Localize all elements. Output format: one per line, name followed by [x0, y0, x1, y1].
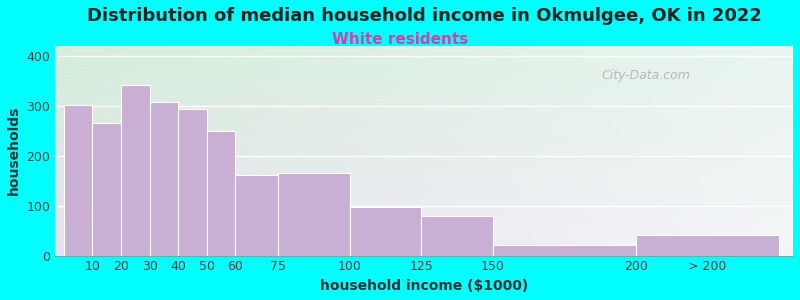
Bar	[278, 173, 350, 256]
Bar	[636, 235, 778, 256]
Bar	[350, 207, 422, 256]
Bar	[422, 216, 493, 256]
Bar	[150, 102, 178, 256]
Bar	[493, 245, 636, 256]
X-axis label: household income ($1000): household income ($1000)	[320, 279, 528, 293]
Bar	[64, 105, 93, 256]
Y-axis label: households: households	[7, 106, 21, 196]
Bar	[93, 123, 121, 256]
Bar	[207, 131, 235, 256]
Text: White residents: White residents	[332, 32, 468, 46]
Text: City-Data.com: City-Data.com	[601, 69, 690, 82]
Title: Distribution of median household income in Okmulgee, OK in 2022: Distribution of median household income …	[86, 7, 762, 25]
Bar	[235, 175, 278, 256]
Bar	[121, 85, 150, 256]
Bar	[178, 110, 207, 256]
